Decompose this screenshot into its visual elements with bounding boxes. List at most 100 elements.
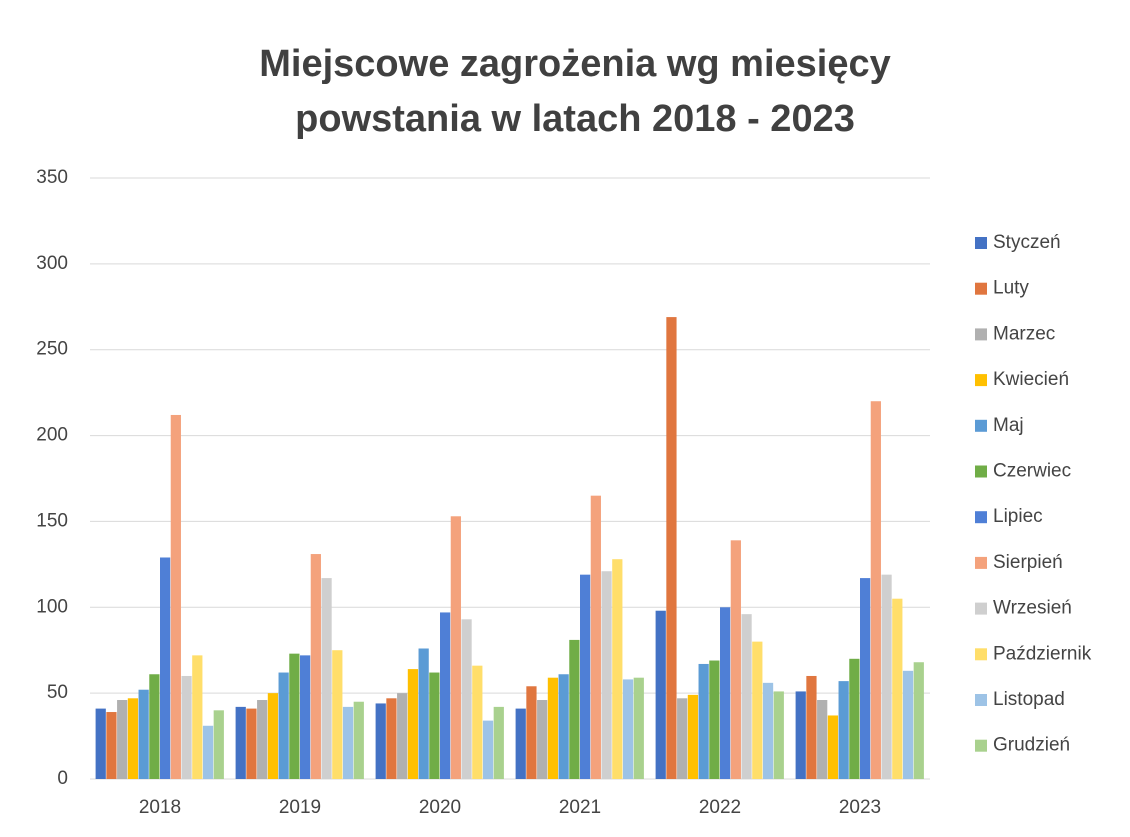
legend-label: Wrzesień xyxy=(993,598,1072,619)
legend-label: Czerwiec xyxy=(993,461,1071,482)
legend-label: Luty xyxy=(993,278,1029,299)
bar xyxy=(332,650,343,779)
bar xyxy=(375,703,386,779)
bar xyxy=(267,693,279,779)
bar xyxy=(795,691,806,779)
x-tick-label: 2021 xyxy=(559,797,601,818)
legend-swatch xyxy=(975,374,987,387)
bar xyxy=(526,686,537,779)
bar xyxy=(622,679,634,779)
bar xyxy=(612,559,623,779)
bar xyxy=(892,598,903,779)
bar xyxy=(386,698,397,779)
bar xyxy=(558,674,569,779)
bar xyxy=(515,708,526,779)
bar xyxy=(590,495,601,779)
legend-swatch xyxy=(975,419,987,432)
bar xyxy=(730,540,741,779)
bar xyxy=(342,706,354,779)
bar xyxy=(181,675,192,779)
bar xyxy=(687,694,699,779)
bar xyxy=(709,660,720,779)
bar xyxy=(321,578,332,779)
bar xyxy=(569,639,580,779)
bar xyxy=(537,700,548,779)
bar xyxy=(235,706,246,779)
bar xyxy=(278,672,289,779)
bar xyxy=(117,700,128,779)
bar xyxy=(472,665,483,779)
bar xyxy=(773,691,784,779)
legend-swatch xyxy=(975,648,987,661)
legend-label: Kwiecień xyxy=(993,369,1069,390)
bar xyxy=(580,574,591,779)
y-tick-label: 150 xyxy=(36,510,68,531)
x-tick-label: 2022 xyxy=(699,797,741,818)
bar xyxy=(849,658,860,779)
bar xyxy=(870,401,881,779)
bar xyxy=(633,677,644,779)
bar xyxy=(902,670,914,779)
bar xyxy=(192,655,203,779)
y-tick-label: 0 xyxy=(57,768,68,789)
bar xyxy=(138,689,149,779)
bar xyxy=(601,571,612,779)
bar xyxy=(817,700,828,779)
legend-swatch xyxy=(975,465,987,478)
legend-label: Lipiec xyxy=(993,506,1043,527)
bar xyxy=(202,725,214,779)
bar xyxy=(300,655,311,779)
bar xyxy=(482,720,494,779)
bar xyxy=(353,701,364,779)
bar xyxy=(720,607,731,779)
x-tick-label: 2018 xyxy=(139,797,181,818)
bar xyxy=(289,653,300,779)
bar xyxy=(677,698,688,779)
bar xyxy=(127,698,139,779)
legend-swatch xyxy=(975,282,987,295)
legend-label: Styczeń xyxy=(993,232,1061,253)
bar xyxy=(149,674,160,779)
bar xyxy=(547,677,559,779)
bar xyxy=(838,681,849,779)
bar xyxy=(762,682,774,779)
bar xyxy=(213,710,224,779)
bar xyxy=(827,715,839,779)
bar xyxy=(257,700,268,779)
bar xyxy=(397,693,408,779)
legend-swatch xyxy=(975,602,987,615)
legend-label: Grudzień xyxy=(993,735,1070,756)
legend-swatch xyxy=(975,556,987,569)
bar xyxy=(666,317,677,779)
bar xyxy=(806,675,817,779)
bar xyxy=(418,648,429,779)
chart-title: powstania w latach 2018 - 2023 xyxy=(295,98,855,140)
y-tick-label: 300 xyxy=(36,253,68,274)
y-tick-label: 200 xyxy=(36,425,68,446)
x-tick-label: 2020 xyxy=(419,797,461,818)
bar xyxy=(310,554,321,779)
y-tick-label: 350 xyxy=(36,167,68,188)
legend-label: Listopad xyxy=(993,689,1065,710)
bar xyxy=(752,641,763,779)
bar xyxy=(450,516,461,779)
bar xyxy=(655,610,666,779)
bar xyxy=(913,662,924,779)
legend-swatch xyxy=(975,694,987,706)
y-tick-label: 100 xyxy=(36,596,68,617)
legend-label: Maj xyxy=(993,415,1024,436)
bar xyxy=(246,708,257,779)
x-tick-label: 2023 xyxy=(839,797,881,818)
legend-label: Sierpień xyxy=(993,552,1063,573)
x-tick-label: 2019 xyxy=(279,797,321,818)
legend-swatch xyxy=(975,739,987,752)
bar xyxy=(407,669,419,779)
bar xyxy=(493,706,504,779)
chart-title: Miejscowe zagrożenia wg miesięcy xyxy=(259,43,890,85)
bar xyxy=(440,612,451,779)
bar xyxy=(741,614,752,779)
legend-label: Marzec xyxy=(993,323,1055,344)
bar xyxy=(860,578,871,779)
bar xyxy=(461,619,472,779)
